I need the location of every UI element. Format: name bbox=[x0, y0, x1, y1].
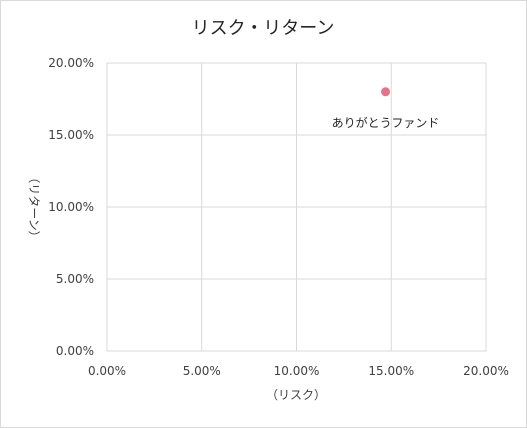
data-point-0 bbox=[381, 87, 391, 97]
y-tick-labels: 0.00% 5.00% 10.00% 15.00% 20.00% bbox=[48, 56, 94, 358]
data-points: ありがとうファンド bbox=[332, 87, 440, 130]
x-tick-label-1: 5.00% bbox=[183, 364, 221, 378]
data-point-label-0: ありがとうファンド bbox=[332, 115, 440, 130]
grid bbox=[106, 62, 487, 352]
y-tick-label-3: 15.00% bbox=[48, 128, 94, 142]
x-axis-title: （リスク） bbox=[266, 388, 326, 402]
y-tick-label-0: 0.00% bbox=[56, 344, 94, 358]
x-tick-label-4: 20.00% bbox=[463, 364, 509, 378]
y-tick-label-1: 5.00% bbox=[56, 272, 94, 286]
x-tick-label-0: 0.00% bbox=[88, 364, 126, 378]
y-tick-label-4: 20.00% bbox=[48, 56, 94, 70]
x-tick-labels: 0.00% 5.00% 10.00% 15.00% 20.00% bbox=[88, 364, 509, 378]
chart-title: リスク・リターン bbox=[192, 18, 335, 39]
y-axis-title: （リターン） bbox=[27, 171, 41, 242]
y-tick-label-2: 10.00% bbox=[48, 200, 94, 214]
x-tick-label-3: 15.00% bbox=[368, 364, 414, 378]
x-tick-label-2: 10.00% bbox=[274, 364, 320, 378]
